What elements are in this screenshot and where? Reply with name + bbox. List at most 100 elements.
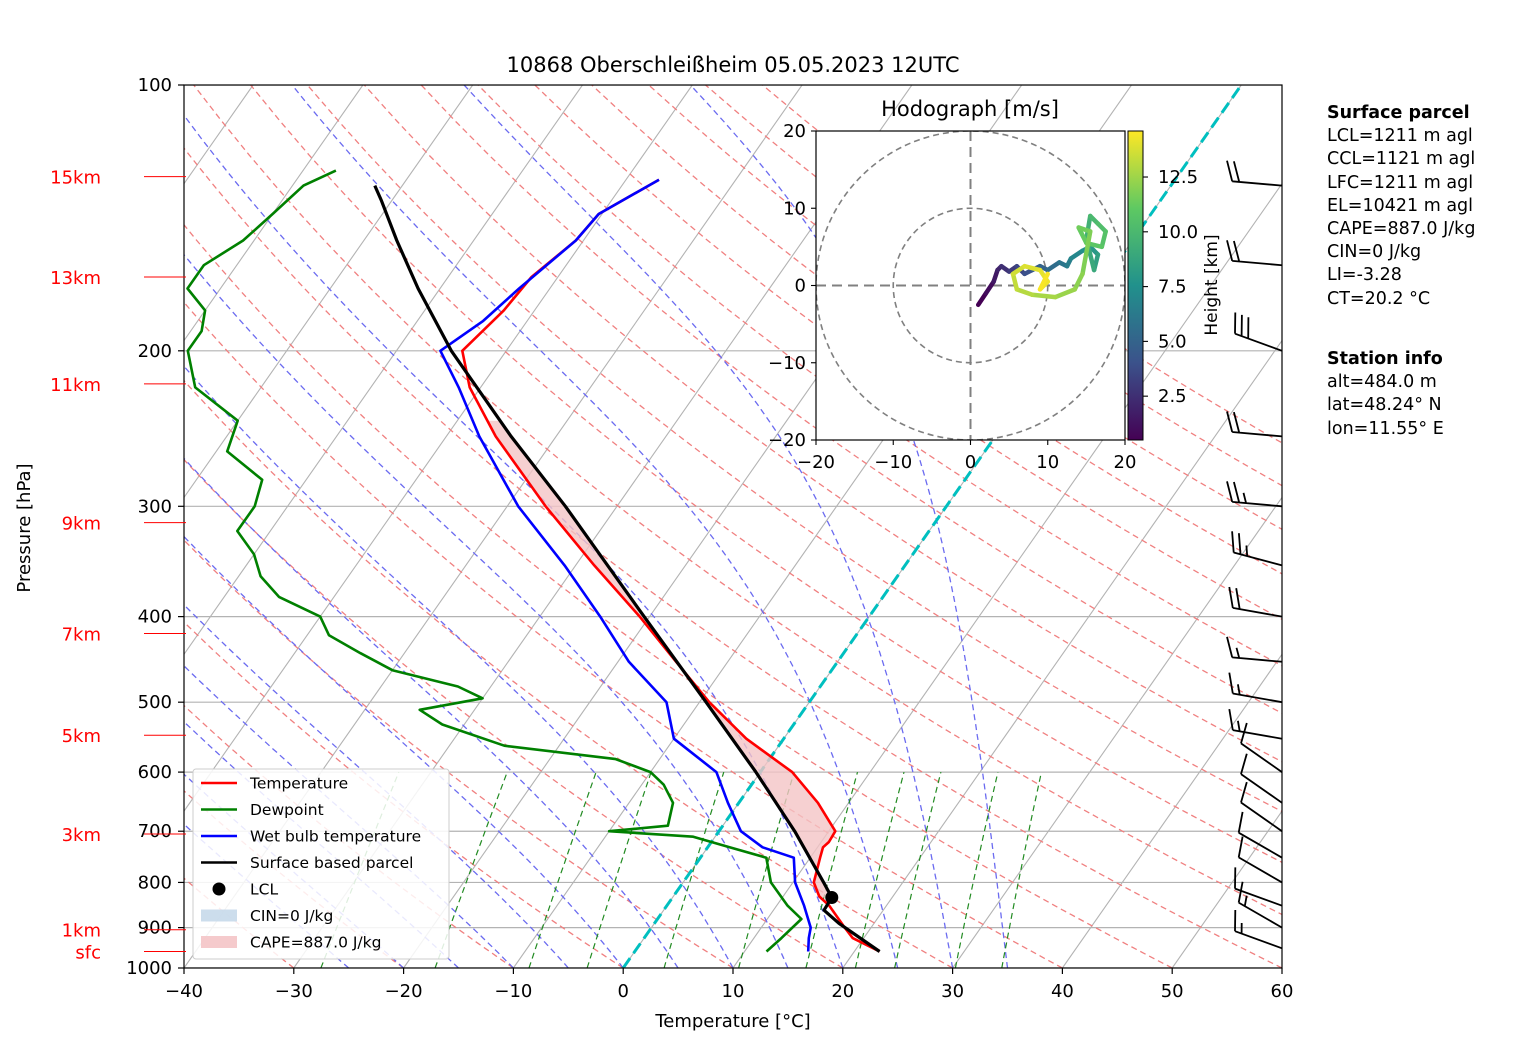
wind-barb [1226, 481, 1283, 508]
x-tick-label: −30 [275, 981, 313, 1002]
parcel-cape: CAPE=887.0 J/kg [1327, 219, 1476, 240]
x-tick-label: 50 [1161, 981, 1184, 1002]
x-tick-label: 30 [941, 981, 964, 1002]
y-tick-label: 400 [138, 607, 172, 628]
mixing-ratio-line [805, 771, 859, 968]
wind-barb [1226, 411, 1283, 438]
dry-adiabat [184, 147, 1282, 968]
parcel-cin: CIN=0 J/kg [1327, 242, 1422, 263]
moist-adiabat [184, 253, 789, 968]
wetbulb-line [439, 178, 812, 952]
hodograph-x-tick-label: −10 [874, 452, 912, 473]
y-tick-label: 100 [138, 75, 172, 96]
hodograph-segment [1010, 271, 1020, 292]
hodograph-title: Hodograph [m/s] [881, 97, 1059, 121]
hodograph-segment [1080, 229, 1093, 277]
hodograph-segment [1072, 271, 1085, 292]
legend-label: Dewpoint [250, 801, 324, 819]
y-tick-label: 1000 [126, 958, 172, 979]
legend-label: CAPE=887.0 J/kg [250, 934, 381, 952]
y-tick-label: 800 [138, 872, 172, 893]
height-label: 1km [62, 921, 101, 942]
moist-adiabat [291, 85, 899, 968]
y-tick-label: 300 [138, 496, 172, 517]
hodograph-y-tick-label: 10 [783, 198, 806, 219]
station-lat: lat=48.24° N [1327, 395, 1442, 416]
legend-label: Surface based parcel [250, 854, 413, 872]
isotherm [842, 339, 1282, 968]
colorbar-tick-label: 12.5 [1158, 167, 1198, 188]
hodograph-segment [1045, 260, 1062, 273]
wind-barb [1237, 881, 1283, 929]
legend-swatch-fill [201, 936, 237, 948]
hodograph-y-tick-label: 0 [795, 276, 806, 297]
hodograph-segment [1010, 263, 1027, 277]
temperature-line [461, 178, 881, 953]
legend: Temperature Dewpoint Wet bulb temperature S… [192, 768, 450, 960]
colorbar-tick-label: 2.5 [1158, 386, 1187, 407]
colorbar [1127, 130, 1144, 441]
dry-adiabat [184, 301, 1063, 968]
station-lon: lon=11.55° E [1327, 418, 1444, 439]
station-info-panel: Station info alt=484.0 m lat=48.24° N lo… [1327, 348, 1444, 441]
height-label: 3km [62, 825, 101, 846]
mixing-ratio-line [586, 771, 652, 968]
surface-parcel-heading: Surface parcel [1327, 103, 1470, 123]
isotherm [184, 85, 364, 342]
isotherm [184, 85, 583, 656]
height-label: 13km [50, 268, 101, 289]
hodograph-segment [1099, 229, 1108, 250]
legend-swatch-dot [212, 882, 226, 896]
station-info-heading: Station info [1327, 349, 1443, 369]
parcel-li: LI=-3.28 [1327, 265, 1402, 286]
isotherm [184, 85, 474, 499]
legend-swatch-fill [201, 909, 237, 922]
isotherm [732, 182, 1282, 968]
hodograph-x-tick-label: 10 [1036, 452, 1059, 473]
height-label: 11km [50, 375, 101, 396]
moist-adiabat [184, 603, 569, 968]
x-tick-label: 40 [1051, 981, 1074, 1002]
height-label: 15km [50, 168, 101, 189]
hodograph-segment [1030, 292, 1058, 300]
wind-barb [1226, 160, 1283, 187]
dry-adiabat [363, 85, 1282, 763]
dry-adiabat [184, 379, 953, 968]
dry-adiabat [184, 458, 844, 968]
hodograph-x-tick-label: −20 [797, 452, 835, 473]
colorbar-tick-label: 7.5 [1158, 277, 1187, 298]
isotherm [1171, 810, 1282, 968]
wind-barb [1228, 586, 1283, 618]
wind-barb [1234, 867, 1283, 907]
hodograph-inset: Hodograph [m/s] −20−20 −10 −10 0 0 10 10 20 20 2… [768, 97, 1222, 473]
parcel-ccl: CCL=1121 m agl [1327, 149, 1476, 170]
dry-adiabat [761, 85, 1282, 444]
mixing-ratio-line [528, 771, 597, 968]
wind-barb [1228, 672, 1283, 704]
moist-adiabat [184, 665, 514, 968]
hodograph-segment [975, 290, 989, 308]
wind-barb [1228, 708, 1283, 740]
wind-barb [1240, 753, 1283, 804]
height-label: 5km [62, 726, 101, 747]
hodograph-segment [1014, 287, 1035, 298]
wind-barb [1226, 240, 1283, 267]
mixing-ratio-line [434, 771, 508, 968]
legend-label: Wet bulb temperature [250, 828, 421, 846]
parcel-lfc: LFC=1211 m agl [1327, 172, 1474, 193]
mixing-ratio-line [663, 771, 725, 968]
lcl-marker [825, 890, 839, 904]
x-tick-label: 10 [722, 981, 745, 1002]
moist-adiabat [184, 535, 624, 968]
y-tick-label: 900 [138, 918, 172, 939]
wind-barb [1237, 811, 1283, 859]
x-tick-label: 0 [617, 981, 628, 1002]
dry-adiabat [193, 85, 1282, 916]
hodograph-segment [1068, 248, 1085, 261]
hodograph-x-tick-label: 20 [1114, 452, 1137, 473]
x-tick-label: 20 [831, 981, 854, 1002]
wind-barb [1240, 722, 1283, 773]
mixing-ratio-line [894, 771, 942, 968]
hodograph-segment [1053, 287, 1078, 300]
